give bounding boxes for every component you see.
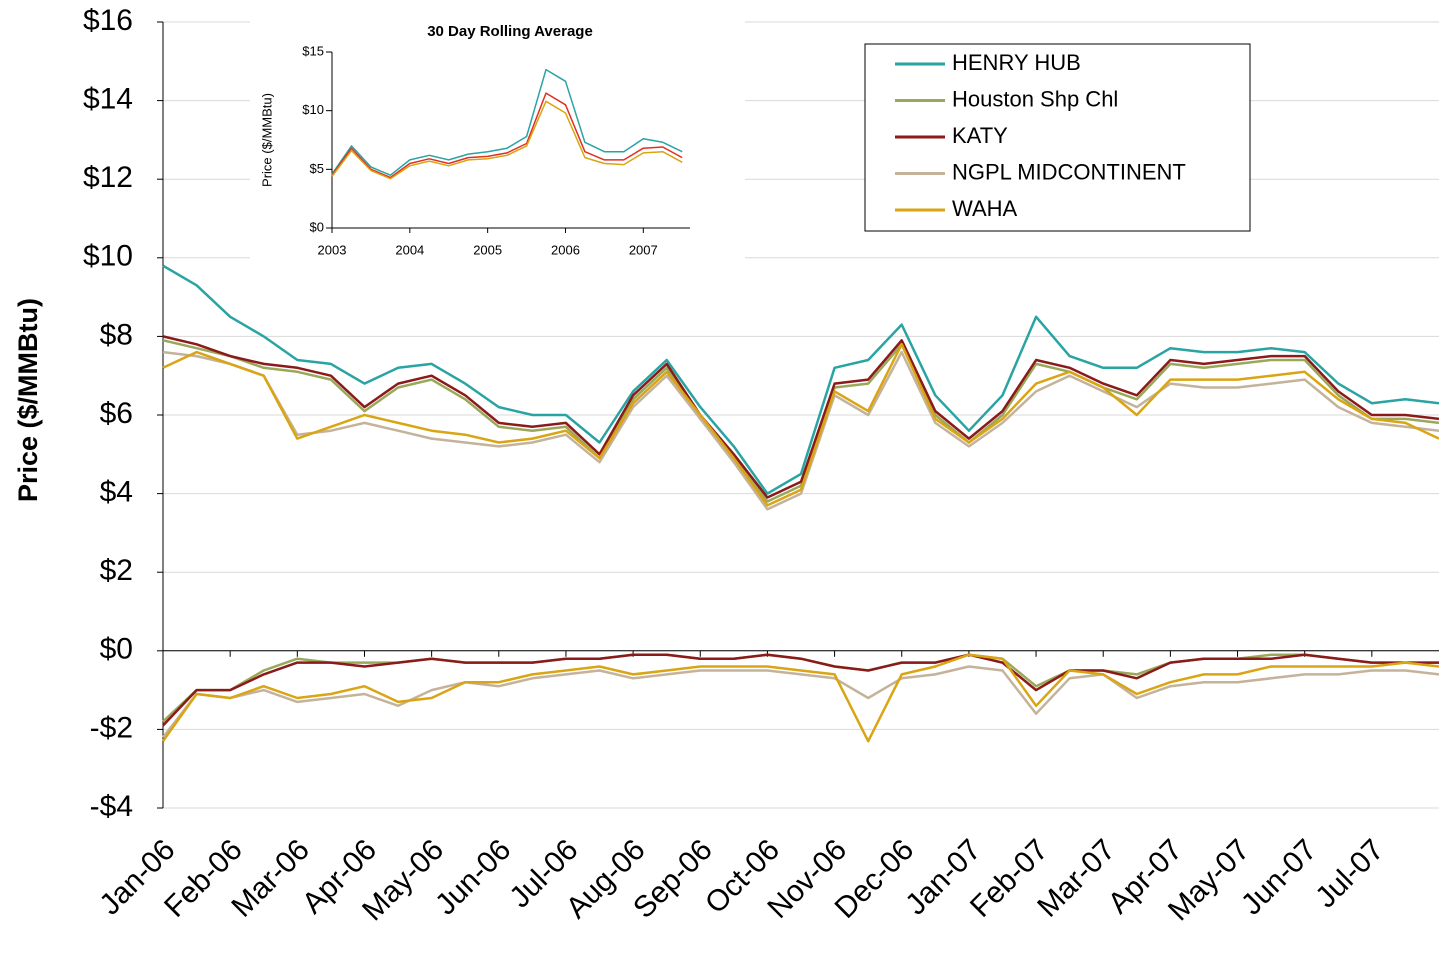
series-line [162, 343, 1439, 507]
y-axis-title: Price ($/MMBtu) [259, 93, 274, 187]
x-tick-label: Jun-06 [429, 833, 517, 921]
y-tick-label: $0 [310, 219, 324, 234]
x-tick-label: Jul-07 [1309, 833, 1390, 914]
legend-label: WAHA [952, 196, 1018, 221]
y-tick-label: $16 [83, 4, 133, 37]
series-line [162, 335, 1439, 499]
series-line [162, 653, 1439, 727]
series-line [162, 264, 1439, 495]
y-tick-label: $14 [83, 83, 133, 116]
y-tick-label: $4 [100, 476, 133, 509]
x-tick-label: 2005 [473, 242, 502, 257]
series-line [331, 92, 683, 179]
y-tick-label: $5 [310, 161, 324, 176]
y-tick-label: -$4 [90, 790, 133, 823]
x-tick-label: Jun-07 [1235, 833, 1323, 921]
y-tick-label: $2 [100, 554, 133, 587]
y-axis-title: Price ($/MMBtu) [13, 298, 43, 502]
chart-title: 30 Day Rolling Average [427, 23, 593, 40]
legend-label: KATY [952, 123, 1008, 148]
y-tick-label: $0 [100, 633, 133, 666]
y-tick-label: $12 [83, 161, 133, 194]
y-tick-label: $6 [100, 397, 133, 430]
y-tick-label: $15 [302, 43, 324, 58]
legend-label: NGPL MIDCONTINENT [952, 159, 1186, 184]
series-line [331, 68, 683, 176]
x-tick-label: 2007 [629, 242, 658, 257]
series-line [162, 665, 1439, 739]
series-line [162, 350, 1439, 511]
y-tick-label: -$2 [90, 711, 133, 744]
y-tick-label: $10 [83, 240, 133, 273]
legend-label: HENRY HUB [952, 50, 1081, 75]
x-tick-label: 2004 [395, 242, 424, 257]
series-line [162, 339, 1439, 503]
series-line [161, 653, 1439, 743]
x-tick-label: 2006 [551, 242, 580, 257]
series-line [331, 100, 683, 180]
y-tick-label: $8 [100, 318, 133, 351]
legend-label: Houston Shp Chl [952, 86, 1118, 111]
x-tick-label: 2003 [318, 242, 347, 257]
y-tick-label: $10 [302, 102, 324, 117]
